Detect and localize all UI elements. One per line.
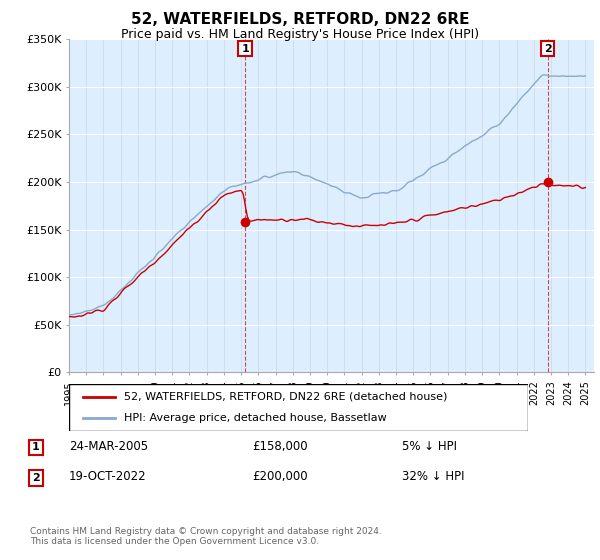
Text: HPI: Average price, detached house, Bassetlaw: HPI: Average price, detached house, Bass… — [124, 413, 387, 423]
Text: Contains HM Land Registry data © Crown copyright and database right 2024.
This d: Contains HM Land Registry data © Crown c… — [30, 526, 382, 546]
Text: 19-OCT-2022: 19-OCT-2022 — [69, 470, 146, 483]
Text: 2: 2 — [32, 473, 40, 483]
Text: 52, WATERFIELDS, RETFORD, DN22 6RE: 52, WATERFIELDS, RETFORD, DN22 6RE — [131, 12, 469, 27]
Text: 1: 1 — [32, 442, 40, 452]
Text: 24-MAR-2005: 24-MAR-2005 — [69, 440, 148, 452]
Text: £200,000: £200,000 — [252, 470, 308, 483]
FancyBboxPatch shape — [69, 384, 528, 431]
Text: 5% ↓ HPI: 5% ↓ HPI — [402, 440, 457, 452]
Text: 52, WATERFIELDS, RETFORD, DN22 6RE (detached house): 52, WATERFIELDS, RETFORD, DN22 6RE (deta… — [124, 392, 448, 402]
Text: 1: 1 — [241, 44, 249, 54]
Text: Price paid vs. HM Land Registry's House Price Index (HPI): Price paid vs. HM Land Registry's House … — [121, 28, 479, 41]
Text: 32% ↓ HPI: 32% ↓ HPI — [402, 470, 464, 483]
Text: £158,000: £158,000 — [252, 440, 308, 452]
Text: 2: 2 — [544, 44, 551, 54]
